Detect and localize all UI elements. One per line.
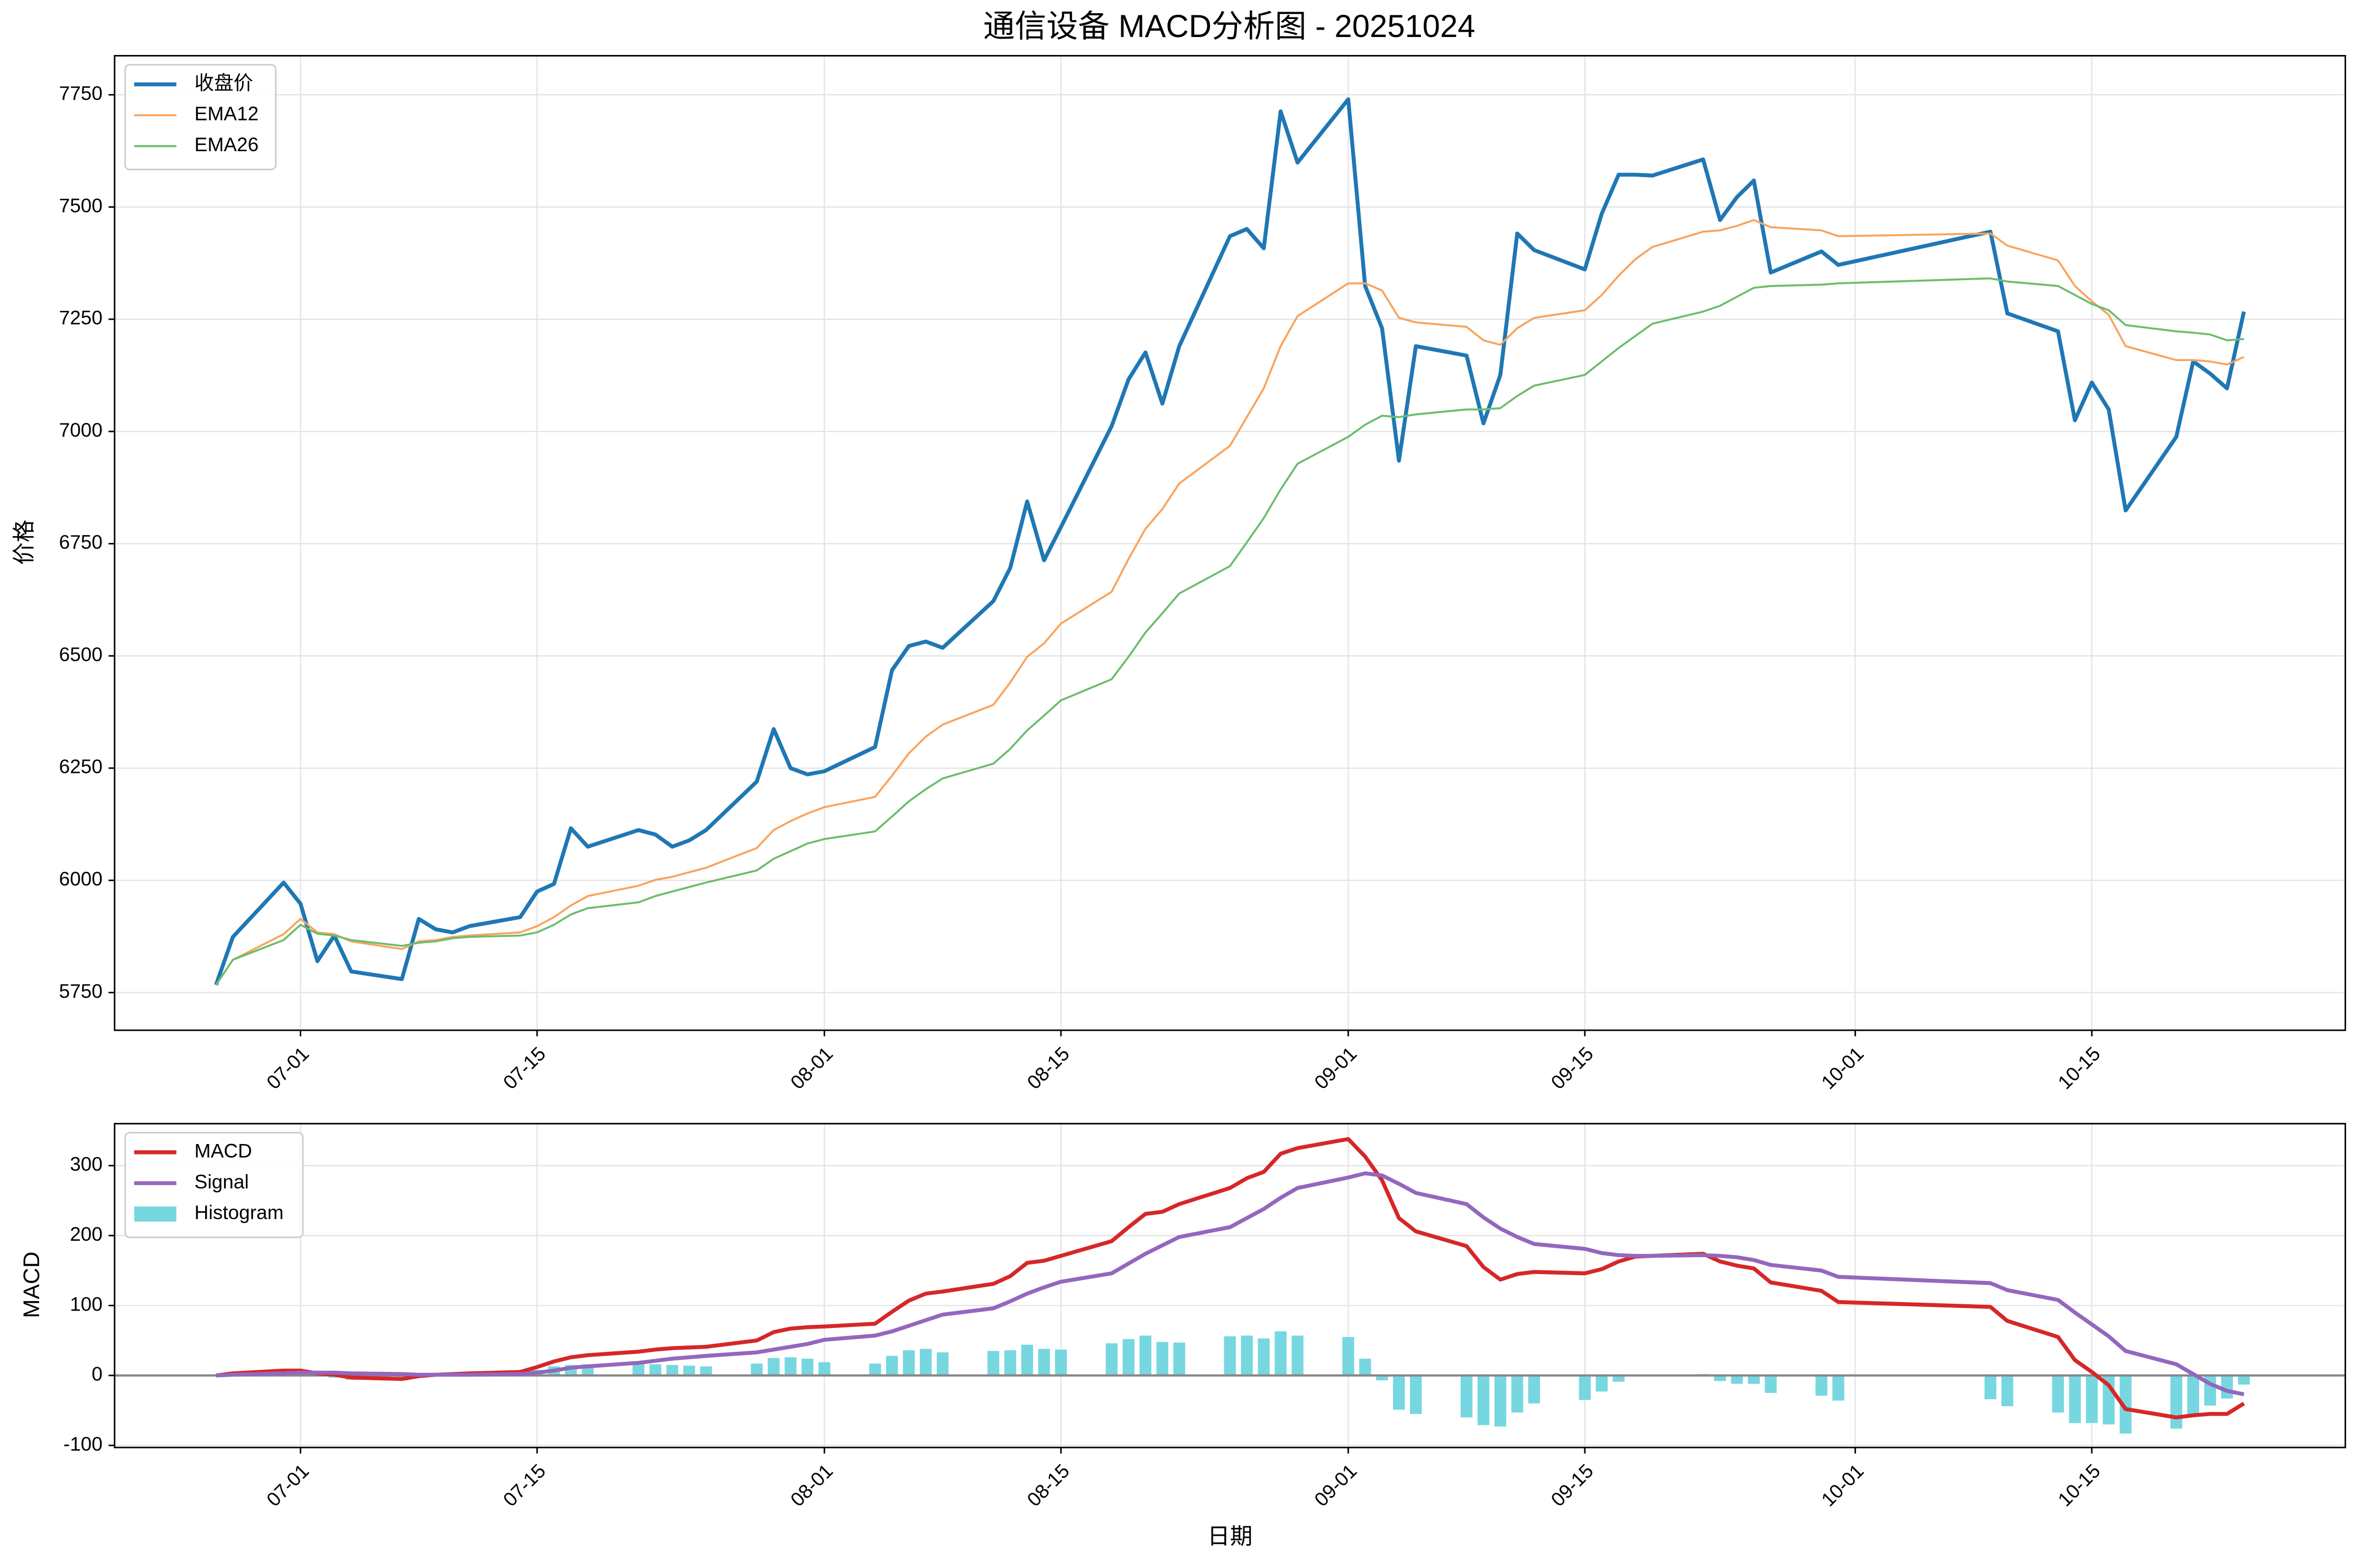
histogram-bar	[1004, 1350, 1017, 1376]
histogram-bar	[1595, 1375, 1608, 1392]
histogram-bar	[751, 1363, 763, 1376]
histogram-bar	[1376, 1375, 1388, 1381]
legend-box	[124, 64, 277, 170]
histogram-bar	[1748, 1375, 1760, 1384]
histogram-bar	[2221, 1375, 2233, 1399]
histogram-bar	[2238, 1375, 2250, 1385]
series-line	[215, 219, 2245, 986]
y-tick-label: 7000	[59, 419, 103, 441]
y-tick-label: 5750	[59, 980, 103, 1002]
histogram-bar	[1038, 1349, 1050, 1376]
y-tick-label: 6500	[59, 643, 103, 665]
histogram-bar	[1731, 1375, 1743, 1384]
x-axis-label: 日期	[1207, 1524, 1252, 1549]
histogram-bar	[1122, 1339, 1134, 1376]
histogram-bar	[700, 1366, 712, 1376]
histogram-bar	[1511, 1375, 1524, 1413]
y-tick-label: 7250	[59, 307, 103, 329]
legend-label: Histogram	[195, 1201, 284, 1223]
histogram-bar	[666, 1364, 678, 1376]
histogram-bar	[2170, 1375, 2182, 1429]
y-axis-label: MACD	[19, 1251, 44, 1318]
chart-title: 通信设备 MACD分析图 - 20251024	[983, 8, 1475, 44]
histogram-bar	[818, 1362, 831, 1376]
histogram-bar	[1139, 1335, 1151, 1376]
histogram-bar	[1291, 1335, 1304, 1376]
histogram-bar	[1224, 1336, 1236, 1376]
histogram-bar	[1714, 1375, 1726, 1381]
y-tick-label: 7750	[59, 82, 103, 104]
histogram-bar	[2187, 1375, 2199, 1417]
y-tick-label: 300	[70, 1153, 103, 1175]
histogram-bar	[1021, 1344, 1034, 1376]
histogram-bar	[1241, 1335, 1253, 1376]
histogram-bar	[1359, 1359, 1371, 1376]
histogram-bar	[649, 1364, 661, 1376]
histogram-bar	[1173, 1342, 1185, 1376]
histogram-bar	[920, 1349, 932, 1376]
y-tick-label: 100	[70, 1293, 103, 1315]
histogram-bar	[1765, 1375, 1777, 1393]
histogram-bar	[936, 1352, 949, 1376]
y-axis-label: 价格	[12, 520, 37, 565]
y-tick-label: 6000	[59, 868, 103, 890]
plot-area	[114, 1137, 2346, 1434]
histogram-bar	[632, 1364, 644, 1376]
histogram-bar	[785, 1357, 797, 1376]
plot-frame	[114, 1123, 2346, 1449]
histogram-bar	[1258, 1338, 1270, 1376]
histogram-bar	[1105, 1343, 1118, 1376]
histogram-bar	[869, 1363, 881, 1376]
plot-area	[214, 97, 2246, 986]
histogram-bar	[768, 1358, 780, 1376]
legend-swatch	[134, 1206, 177, 1222]
y-tick-label: 6250	[59, 755, 103, 778]
histogram-bar	[1410, 1375, 1422, 1414]
series-line	[214, 97, 2246, 986]
plot-frame	[114, 54, 2346, 1031]
histogram-bar	[1342, 1337, 1354, 1376]
histogram-bar	[1832, 1375, 1844, 1401]
histogram-bar	[903, 1350, 915, 1376]
histogram-bar	[1579, 1375, 1591, 1400]
legend-label: EMA12	[195, 103, 259, 125]
histogram-bar	[2052, 1375, 2064, 1413]
histogram-bar	[683, 1366, 695, 1376]
histogram-bar	[1612, 1375, 1625, 1382]
histogram-bar	[2119, 1375, 2132, 1434]
histogram-bar	[1275, 1331, 1287, 1376]
histogram-bar	[1528, 1375, 1540, 1404]
y-tick-label: 0	[91, 1363, 103, 1385]
series-line	[216, 1137, 2245, 1419]
legend-label: Signal	[195, 1170, 249, 1193]
histogram-bar	[1477, 1375, 1490, 1425]
histogram-bar	[1055, 1349, 1067, 1376]
histogram-bar	[1815, 1375, 1828, 1396]
histogram-bar	[801, 1359, 814, 1376]
histogram-bar	[1460, 1375, 1473, 1418]
histogram-bar	[1156, 1342, 1168, 1376]
y-tick-label: 200	[70, 1223, 103, 1245]
histogram-bar	[886, 1355, 898, 1376]
histogram-bar	[1494, 1375, 1507, 1427]
y-tick-label: 7500	[59, 194, 103, 216]
legend-label: EMA26	[195, 133, 259, 155]
series-line	[216, 1171, 2245, 1397]
legend-label: 收盘价	[195, 71, 253, 94]
histogram-bar	[1984, 1375, 1997, 1399]
histogram-bar	[2086, 1375, 2098, 1423]
y-tick-label: 6750	[59, 531, 103, 553]
histogram-bar	[1393, 1375, 1405, 1410]
legend-label: MACD	[195, 1139, 252, 1161]
histogram-bar	[2069, 1375, 2081, 1423]
series-line	[215, 277, 2244, 986]
y-tick-label: -100	[63, 1433, 103, 1455]
histogram-bar	[987, 1351, 1000, 1376]
histogram-bar	[2001, 1375, 2014, 1407]
